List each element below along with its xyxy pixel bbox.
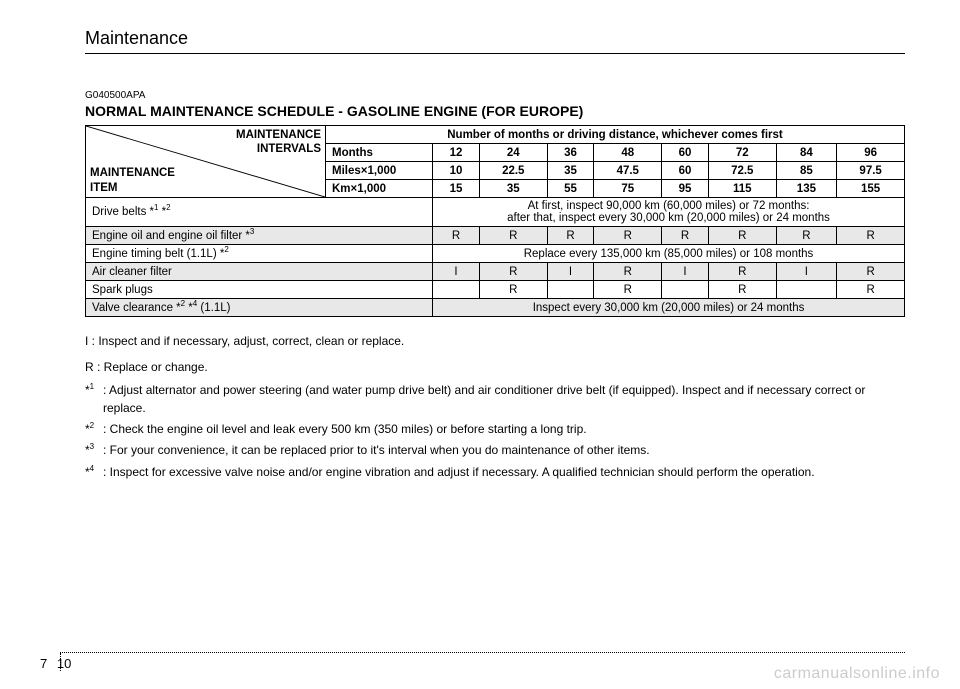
item-cell: R: [479, 263, 547, 281]
footnote-text: : Check the engine oil level and leak ev…: [103, 421, 905, 438]
item-label: Spark plugs: [86, 281, 433, 299]
row-label-km: Km×1,000: [326, 180, 433, 198]
row-label-months: Months: [326, 144, 433, 162]
watermark: carmanualsonline.info: [774, 665, 940, 683]
months-4: 60: [662, 144, 709, 162]
section-header: Maintenance: [85, 28, 905, 54]
item-label: Air cleaner filter: [86, 263, 433, 281]
footnote-marker: *3: [85, 442, 103, 459]
miles-1: 22.5: [479, 162, 547, 180]
months-6: 84: [776, 144, 837, 162]
table-row: Engine timing belt (1.1L) *2Replace ever…: [86, 245, 905, 263]
km-7: 155: [837, 180, 905, 198]
row-label-miles: Miles×1,000: [326, 162, 433, 180]
item-label: Engine timing belt (1.1L) *2: [86, 245, 433, 263]
months-3: 48: [594, 144, 662, 162]
months-1: 24: [479, 144, 547, 162]
diag-bottom-label: MAINTENANCEITEM: [90, 166, 175, 195]
footnote: *3: For your convenience, it can be repl…: [85, 442, 905, 459]
footnote-marker: *2: [85, 421, 103, 438]
miles-0: 10: [433, 162, 480, 180]
item-cell: [776, 281, 837, 299]
item-cell: R: [433, 227, 480, 245]
miles-6: 85: [776, 162, 837, 180]
item-cell: R: [837, 227, 905, 245]
item-cell: I: [776, 263, 837, 281]
km-0: 15: [433, 180, 480, 198]
page-title: NORMAL MAINTENANCE SCHEDULE - GASOLINE E…: [85, 103, 905, 119]
diag-top-label: MAINTENANCEINTERVALS: [236, 128, 321, 157]
months-2: 36: [547, 144, 594, 162]
item-cell: R: [479, 281, 547, 299]
item-cell: R: [776, 227, 837, 245]
table-row: Engine oil and engine oil filter *3RRRRR…: [86, 227, 905, 245]
item-cell: R: [547, 227, 594, 245]
page-section: 7: [40, 656, 47, 671]
item-cell: R: [594, 281, 662, 299]
km-4: 95: [662, 180, 709, 198]
table-row: Valve clearance *2 *4 (1.1L)Inspect ever…: [86, 299, 905, 317]
item-cell: R: [837, 281, 905, 299]
maintenance-table: MAINTENANCEINTERVALS MAINTENANCEITEM Num…: [85, 125, 905, 317]
item-cell: R: [662, 227, 709, 245]
item-cell: R: [708, 263, 776, 281]
page-number: 7 10: [40, 656, 71, 671]
table-row: Spark plugs R R R R: [86, 281, 905, 299]
miles-2: 35: [547, 162, 594, 180]
doc-code: G040500APA: [85, 90, 905, 101]
diag-header-cell: MAINTENANCEINTERVALS MAINTENANCEITEM: [86, 126, 326, 198]
footnote-marker: *4: [85, 464, 103, 481]
footnote-text: : For your convenience, it can be replac…: [103, 442, 905, 459]
km-5: 115: [708, 180, 776, 198]
km-3: 75: [594, 180, 662, 198]
legend-I: I : Inspect and if necessary, adjust, co…: [85, 331, 905, 353]
item-cell: R: [708, 281, 776, 299]
km-2: 55: [547, 180, 594, 198]
interval-header: Number of months or driving distance, wh…: [326, 126, 905, 144]
page: Maintenance G040500APA NORMAL MAINTENANC…: [0, 0, 960, 689]
item-cell: R: [594, 227, 662, 245]
miles-4: 60: [662, 162, 709, 180]
item-cell: R: [837, 263, 905, 281]
item-label: Engine oil and engine oil filter *3: [86, 227, 433, 245]
footnote-marker: *1: [85, 382, 103, 417]
legend-notes: I : Inspect and if necessary, adjust, co…: [85, 331, 905, 481]
months-0: 12: [433, 144, 480, 162]
footnote: *2: Check the engine oil level and leak …: [85, 421, 905, 438]
footer-rule: [60, 652, 905, 653]
table-row: Air cleaner filterIRIRIRIR: [86, 263, 905, 281]
months-7: 96: [837, 144, 905, 162]
page-page: 10: [57, 656, 71, 671]
table-row: Drive belts *1 *2At first, inspect 90,00…: [86, 198, 905, 227]
km-1: 35: [479, 180, 547, 198]
item-cell: I: [662, 263, 709, 281]
item-cell: R: [708, 227, 776, 245]
footnote: *4: Inspect for excessive valve noise an…: [85, 464, 905, 481]
months-5: 72: [708, 144, 776, 162]
item-span-text: Inspect every 30,000 km (20,000 miles) o…: [433, 299, 905, 317]
legend-R: R : Replace or change.: [85, 357, 905, 379]
item-label: Valve clearance *2 *4 (1.1L): [86, 299, 433, 317]
km-6: 135: [776, 180, 837, 198]
item-label: Drive belts *1 *2: [86, 198, 433, 227]
footnote-text: : Adjust alternator and power steering (…: [103, 382, 905, 417]
item-cell: [547, 281, 594, 299]
item-cell: R: [594, 263, 662, 281]
miles-7: 97.5: [837, 162, 905, 180]
item-cell: [433, 281, 480, 299]
footnote: *1: Adjust alternator and power steering…: [85, 382, 905, 417]
miles-3: 47.5: [594, 162, 662, 180]
item-span-text: At first, inspect 90,000 km (60,000 mile…: [433, 198, 905, 227]
item-cell: R: [479, 227, 547, 245]
item-cell: I: [433, 263, 480, 281]
item-span-text: Replace every 135,000 km (85,000 miles) …: [433, 245, 905, 263]
footnote-text: : Inspect for excessive valve noise and/…: [103, 464, 905, 481]
item-cell: I: [547, 263, 594, 281]
item-cell: [662, 281, 709, 299]
miles-5: 72.5: [708, 162, 776, 180]
